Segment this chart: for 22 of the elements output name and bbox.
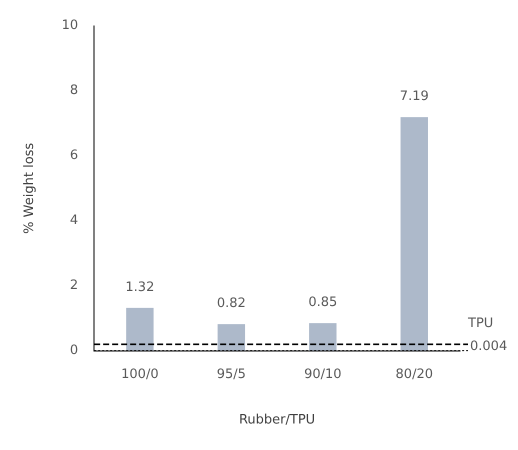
data-label: 1.32 [125, 280, 154, 295]
y-tick-label: 4 [70, 213, 78, 228]
x-tick-label: 90/10 [304, 366, 342, 382]
data-label: 7.19 [400, 89, 429, 104]
bar [218, 324, 246, 351]
y-tick-label: 0 [70, 343, 78, 358]
data-label: 0.85 [308, 295, 338, 310]
x-axis-title: Rubber/TPU [238, 412, 316, 428]
bar [309, 323, 337, 351]
y-tick-label: 6 [70, 148, 78, 164]
y-axis-title: % Weight loss [22, 142, 38, 234]
y-tick-label: 10 [62, 18, 78, 34]
ref-line-label: 0.004 [470, 339, 508, 354]
y-tick-label: 2 [70, 278, 78, 294]
bar [126, 308, 154, 351]
x-tick-label: 100/0 [121, 366, 159, 382]
bar [400, 117, 428, 351]
x-tick-label: 95/5 [216, 366, 246, 382]
data-label: 0.82 [216, 296, 246, 312]
x-tick-label: 80/20 [396, 366, 433, 382]
ref-line-label: TPU [467, 316, 494, 332]
y-tick-label: 8 [70, 83, 78, 98]
